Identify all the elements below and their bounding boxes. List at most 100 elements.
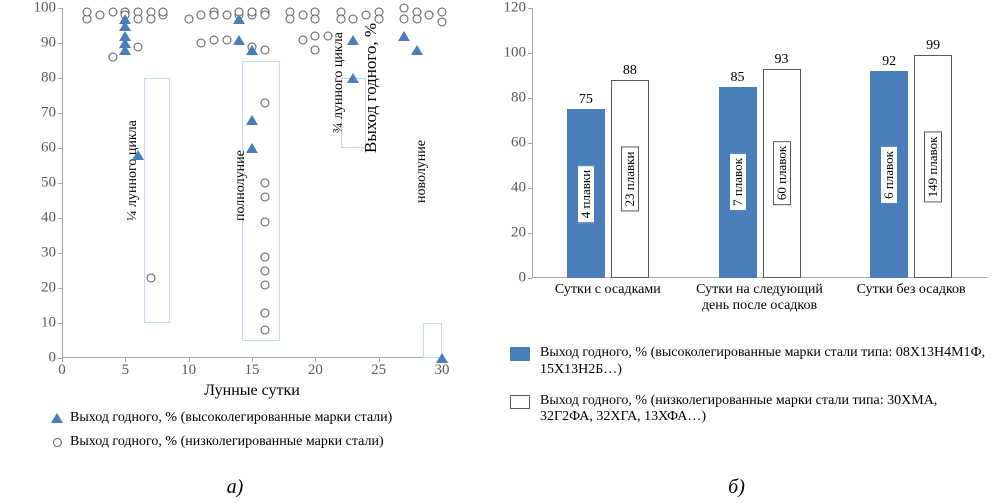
marker-circle — [210, 11, 219, 20]
scatter-legend-high-label: Выход годного, % (высоколегированные мар… — [70, 410, 392, 426]
marker-triangle — [246, 115, 258, 125]
bar-group-label: Сутки на следующий день после осадков — [686, 278, 834, 314]
bar-inside-label: 149 плавок — [924, 131, 942, 202]
marker-circle — [197, 11, 206, 20]
marker-circle — [324, 32, 333, 41]
marker-circle — [336, 14, 345, 23]
legend-swatch-blue — [510, 347, 530, 361]
bar-group-label: Сутки с осадками — [534, 278, 682, 298]
marker-circle — [260, 179, 269, 188]
scatter-legend-high: Выход годного, % (высоколегированные мар… — [50, 410, 392, 426]
bar-inside-label: 60 плавок — [773, 141, 791, 205]
bar-inside-label: 7 плавок — [729, 153, 747, 211]
bar-value: 88 — [612, 63, 648, 79]
marker-circle — [400, 14, 409, 23]
marker-triangle — [347, 73, 359, 83]
bar-value: 85 — [720, 70, 756, 86]
marker-circle — [260, 217, 269, 226]
marker-circle — [159, 7, 168, 16]
bar-high: 926 плавок — [870, 71, 908, 278]
marker-triangle — [246, 45, 258, 55]
marker-circle — [260, 280, 269, 289]
marker-circle — [222, 35, 231, 44]
marker-circle — [134, 14, 143, 23]
bar-low: 8823 плавки — [611, 80, 649, 278]
subcaption-right: б) — [470, 476, 1003, 499]
marker-circle — [400, 4, 409, 13]
marker-circle — [298, 11, 307, 20]
marker-circle — [349, 14, 358, 23]
marker-circle — [197, 39, 206, 48]
scatter-legend-low-label: Выход годного, % (низколегированные марк… — [70, 434, 384, 450]
marker-circle — [374, 14, 383, 23]
phase-label: ¼ лунного цикла — [125, 120, 141, 221]
bar-value: 75 — [568, 92, 604, 108]
marker-circle — [260, 11, 269, 20]
marker-circle — [134, 42, 143, 51]
marker-circle — [108, 7, 117, 16]
marker-triangle — [411, 45, 423, 55]
bar-legend-low: Выход годного, % (низколегированные марк… — [510, 393, 993, 427]
bar-group-label: Сутки без осадков — [837, 278, 985, 298]
marker-circle — [184, 14, 193, 23]
marker-circle — [146, 273, 155, 282]
marker-circle — [96, 11, 105, 20]
legend-swatch-open — [510, 395, 530, 409]
marker-circle — [108, 53, 117, 62]
marker-circle — [260, 308, 269, 317]
marker-circle — [362, 11, 371, 20]
marker-circle — [260, 252, 269, 261]
panel-left: Выход годного, % Лунные сутки 0102030405… — [0, 0, 470, 503]
bar-legend: Выход годного, % (высоколегированные мар… — [510, 345, 993, 440]
bar-legend-high: Выход годного, % (высоколегированные мар… — [510, 345, 993, 379]
bar-inside-label: 23 плавки — [621, 147, 639, 212]
scatter-x-axis-label: Лунные сутки — [62, 382, 442, 400]
marker-circle — [222, 11, 231, 20]
bar-legend-low-label: Выход годного, % (низколегированные марк… — [540, 393, 993, 427]
bar-high: 857 плавок — [719, 87, 757, 278]
marker-triangle — [233, 14, 245, 24]
marker-circle — [438, 18, 447, 27]
circle-icon — [50, 438, 64, 447]
marker-triangle — [246, 143, 258, 153]
bar-y-axis — [532, 8, 533, 278]
scatter-legend: Выход годного, % (высоколегированные мар… — [50, 410, 392, 458]
triangle-icon — [50, 413, 64, 423]
marker-circle — [286, 14, 295, 23]
marker-circle — [260, 266, 269, 275]
panel-right: Выход годного, % 020406080100120754 плав… — [470, 0, 1003, 503]
bar-plot: Выход годного, % 020406080100120754 плав… — [532, 8, 987, 278]
marker-triangle — [436, 353, 448, 363]
marker-circle — [260, 193, 269, 202]
phase-box — [144, 78, 169, 323]
marker-circle — [311, 46, 320, 55]
marker-circle — [210, 35, 219, 44]
marker-circle — [260, 326, 269, 335]
marker-triangle — [119, 14, 131, 24]
marker-triangle — [119, 31, 131, 41]
bar-legend-high-label: Выход годного, % (высоколегированные мар… — [540, 345, 993, 379]
y-axis — [62, 8, 63, 358]
bar-inside-label: 4 плавки — [577, 164, 595, 222]
marker-circle — [412, 14, 421, 23]
phase-label: ¾ лунного цикла — [331, 32, 347, 133]
phase-label: полнолуние — [233, 150, 249, 221]
marker-circle — [146, 14, 155, 23]
bar-low: 99149 плавок — [914, 55, 952, 278]
marker-circle — [311, 14, 320, 23]
scatter-legend-low: Выход годного, % (низколегированные марк… — [50, 434, 392, 450]
marker-triangle — [347, 35, 359, 45]
scatter-plot: Лунные сутки 010203040506070809010005101… — [62, 8, 442, 358]
bar-inside-label: 6 плавок — [880, 146, 898, 204]
marker-circle — [260, 98, 269, 107]
marker-circle — [83, 7, 92, 16]
marker-circle — [248, 7, 257, 16]
marker-circle — [438, 7, 447, 16]
bar-low: 9360 плавок — [763, 69, 801, 278]
subcaption-left: а) — [0, 476, 470, 499]
bar-value: 92 — [871, 54, 907, 70]
marker-circle — [298, 35, 307, 44]
marker-triangle — [398, 31, 410, 41]
bar-value: 93 — [764, 52, 800, 68]
bar-value: 99 — [915, 38, 951, 54]
